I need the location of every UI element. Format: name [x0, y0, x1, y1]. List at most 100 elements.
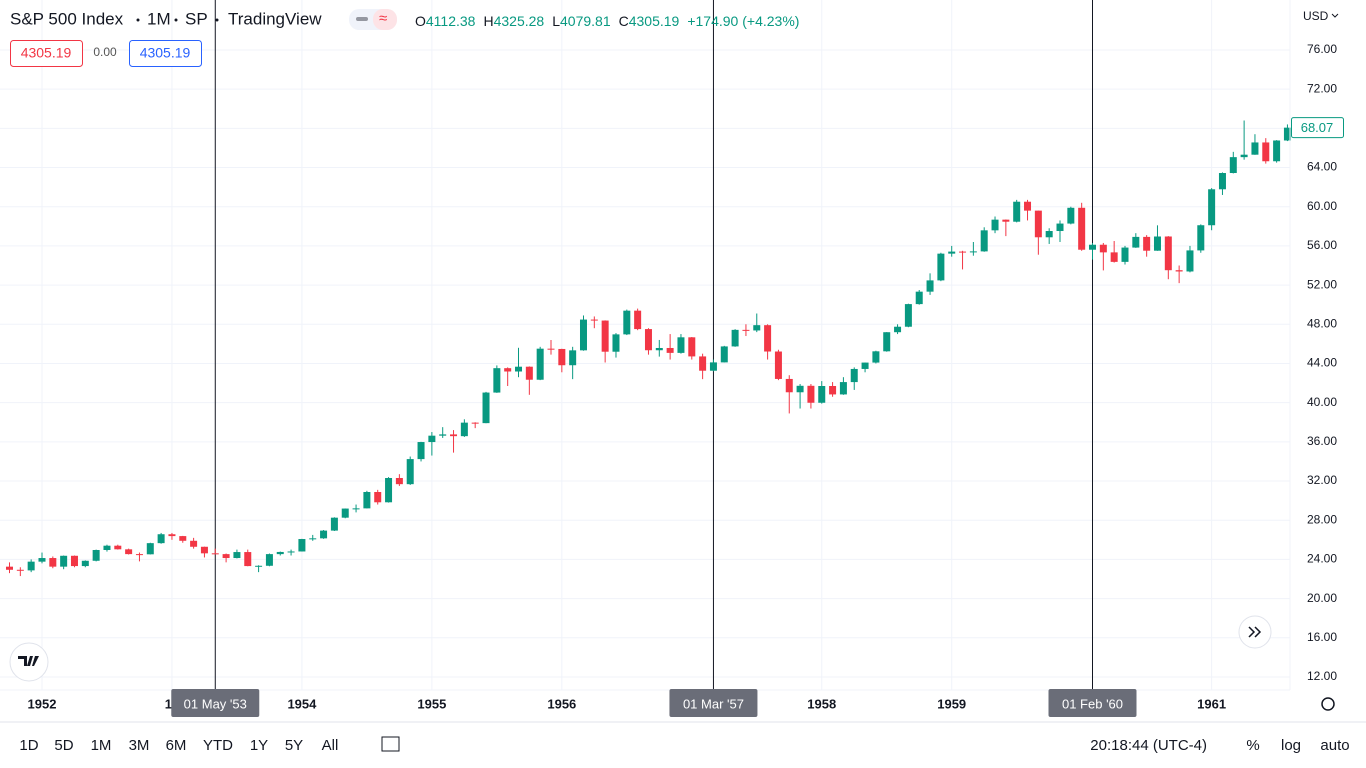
candle-body [850, 368, 858, 383]
candle-body [1229, 157, 1237, 174]
candle-body [330, 517, 338, 531]
candle-body [222, 554, 230, 559]
candle-body [644, 329, 652, 351]
candle-body [569, 350, 577, 366]
ohlc-label: C [619, 13, 629, 29]
candle-body [948, 251, 956, 254]
candle-body [926, 280, 934, 292]
x-tick-label: 1952 [28, 696, 57, 711]
candle-body [265, 554, 273, 566]
y-tick-label: 44.00 [1307, 356, 1337, 370]
candle-body [709, 362, 717, 371]
range-button[interactable]: All [322, 737, 339, 754]
range-button[interactable]: YTD [203, 737, 233, 754]
candle-body [114, 545, 122, 550]
candle-body [460, 422, 468, 437]
candle-body [1251, 142, 1259, 155]
crosshair-label: 01 May '53 [184, 696, 247, 711]
candle-body [536, 348, 544, 380]
candle-body [471, 422, 479, 424]
sell-box[interactable] [10, 40, 83, 67]
candle-body [634, 310, 642, 330]
interval[interactable]: 1M [147, 9, 171, 28]
candle-body [785, 378, 793, 393]
x-tick-label: 1956 [547, 696, 576, 711]
candle-body [666, 347, 674, 353]
log-toggle[interactable]: log [1281, 737, 1301, 754]
range-button[interactable]: 1D [19, 737, 38, 754]
candle-body [1089, 244, 1096, 250]
candle-body [623, 310, 631, 335]
chevron [1331, 13, 1339, 18]
range-button[interactable]: 1Y [250, 737, 268, 754]
candle-body [363, 492, 371, 509]
candle-body [1186, 250, 1194, 272]
candle-body [547, 348, 555, 350]
toggle-on[interactable] [373, 9, 397, 30]
buy-box[interactable] [129, 40, 202, 67]
range-button[interactable]: 3M [129, 737, 150, 754]
y-tick-label: 64.00 [1307, 160, 1337, 174]
currency[interactable]: USD [1303, 9, 1329, 23]
candle-body [612, 334, 620, 352]
y-tick-label: 12.00 [1307, 669, 1337, 683]
candle-body [385, 477, 393, 503]
candle-body [341, 508, 349, 518]
candle-body [894, 326, 902, 333]
crosshair-label: 01 Feb '60 [1062, 696, 1123, 711]
y-tick-label: 16.00 [1307, 630, 1337, 644]
candle-body [1013, 201, 1021, 222]
candle-body [276, 551, 284, 555]
y-tick-label: 48.00 [1307, 316, 1337, 330]
ohlc-legend: O4112.38 H4325.28 L4079.81 C4305.19 +174.90 … [415, 13, 799, 29]
candle-body [937, 253, 945, 281]
x-tick-label: 1955 [417, 696, 446, 711]
candle-body [1262, 142, 1270, 162]
date-range-icon[interactable] [381, 736, 400, 752]
clock[interactable]: 20:18:44 (UTC-4) [1090, 737, 1207, 754]
candle-body [1132, 236, 1140, 248]
candle-body [309, 538, 317, 540]
x-tick-label: 1954 [287, 696, 317, 711]
dot [136, 18, 140, 22]
change: +174.90 (+4.23%) [687, 13, 799, 29]
ohlc-value: 4112.38 [426, 13, 476, 29]
percent-toggle[interactable]: % [1246, 737, 1259, 754]
range-button[interactable]: 1M [91, 737, 112, 754]
x-tick-label: 1959 [937, 696, 966, 711]
y-tick-label: 56.00 [1307, 238, 1337, 252]
candle-body [287, 551, 295, 553]
range-button[interactable]: 5Y [285, 737, 303, 754]
candle-body [818, 386, 826, 403]
last-price: 68.07 [1301, 120, 1334, 135]
candle-body [1056, 223, 1064, 232]
candle-body [699, 356, 707, 371]
candle-body [92, 550, 100, 561]
crosshair-label-bg [669, 689, 758, 717]
crosshair-label-bg [1048, 689, 1137, 717]
candle-body [450, 434, 458, 437]
range-button[interactable]: 6M [166, 737, 187, 754]
candle-body [1197, 225, 1205, 251]
toggle-icon: ≈ [379, 10, 387, 27]
y-tick-label: 52.00 [1307, 277, 1337, 291]
range-button[interactable]: 5D [54, 737, 73, 754]
candle-body [980, 230, 988, 252]
candle-body [1002, 219, 1010, 222]
symbol[interactable]: S&P 500 Index [10, 9, 124, 28]
candle-body [525, 366, 533, 380]
ohlc-value: 4325.28 [494, 13, 545, 29]
candle-body [1273, 140, 1281, 162]
auto-toggle[interactable]: auto [1320, 737, 1349, 754]
candle-body [146, 543, 154, 555]
logo-mark [18, 656, 39, 666]
candle-body [969, 251, 977, 253]
candle-body [720, 346, 728, 363]
candle-body [1110, 252, 1118, 262]
candle-body [1283, 127, 1291, 141]
dot [174, 18, 178, 22]
candle-body [374, 492, 382, 503]
candle-body [27, 561, 35, 571]
settings[interactable] [1321, 697, 1335, 711]
